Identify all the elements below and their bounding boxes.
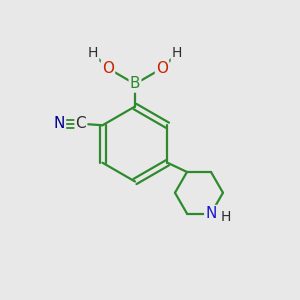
Text: H: H bbox=[172, 46, 182, 60]
Text: N: N bbox=[205, 206, 217, 221]
Text: O: O bbox=[102, 61, 114, 76]
Text: H: H bbox=[221, 209, 231, 224]
Text: N: N bbox=[54, 116, 65, 131]
Text: H: H bbox=[88, 46, 98, 60]
Text: B: B bbox=[130, 76, 140, 92]
Text: O: O bbox=[156, 61, 168, 76]
Text: C: C bbox=[76, 116, 86, 131]
